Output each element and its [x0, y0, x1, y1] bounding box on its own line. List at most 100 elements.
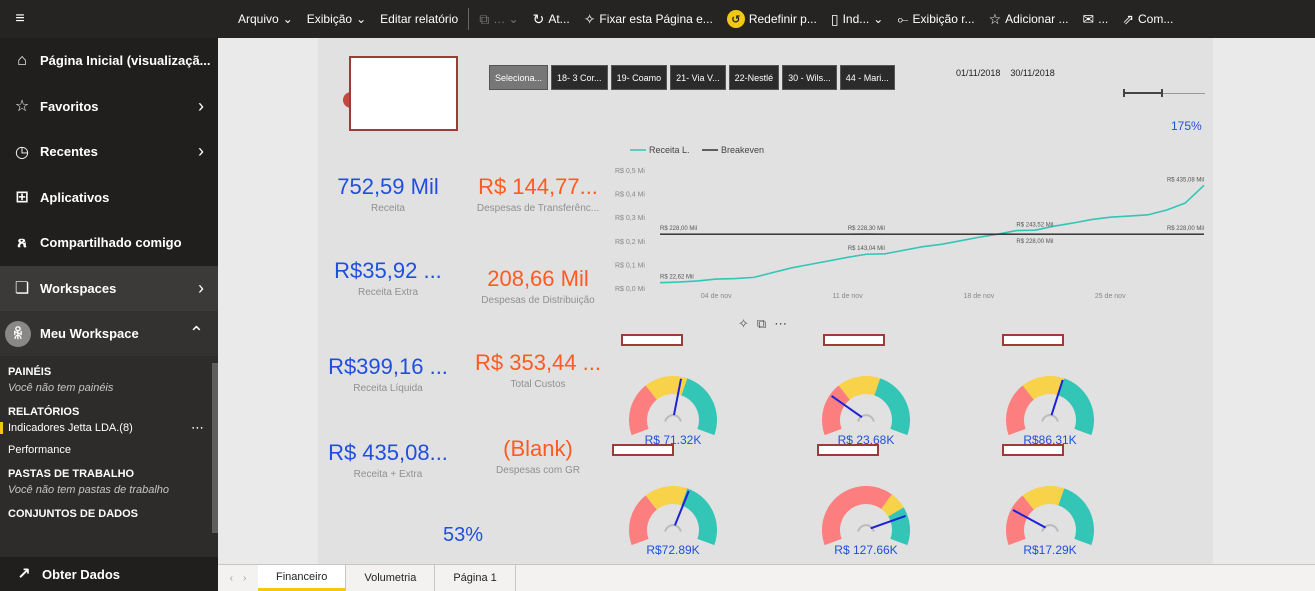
edit-report-label: Editar relatório: [380, 12, 459, 26]
pin-page-button[interactable]: ✧ Fixar esta Página e...: [577, 11, 720, 28]
sidebar-item-favorites[interactable]: ☆ Favoritos ›: [0, 84, 218, 130]
sidebar-item-apps[interactable]: ⊞ Aplicativos: [0, 175, 218, 221]
kpi-value: (Blank): [503, 436, 573, 461]
y-tick-label: R$ 0,5 Mi: [615, 168, 645, 175]
sidebar-item-home[interactable]: ⌂ Página Inicial (visualizaçã...: [0, 38, 218, 84]
date-slider-track[interactable]: [1123, 93, 1205, 94]
kpi-total-custos: R$ 353,44 ... Total Custos: [468, 350, 608, 390]
kpi-label: Total Custos: [510, 379, 566, 390]
y-tick-label: R$ 0,1 Mi: [615, 262, 645, 269]
chevron-right-icon: ›: [198, 277, 204, 298]
gauge-segment: [822, 385, 850, 436]
data-label: R$ 228,00 Mil: [1167, 226, 1204, 232]
subscribe-button[interactable]: ✉...: [1076, 11, 1116, 28]
refresh-label: At...: [548, 12, 570, 26]
more-options-icon[interactable]: ⋯: [191, 420, 204, 435]
redacted-title: [621, 334, 683, 346]
y-tick-label: R$ 0,0 Mi: [615, 286, 645, 293]
copy-button[interactable]: ⧉… ⌄: [472, 11, 525, 28]
menu-arquivo[interactable]: Arquivo ⌄: [231, 12, 300, 26]
gauge-segment: [1006, 495, 1034, 546]
chevron-right-icon: ›: [198, 95, 204, 116]
sidebar-item-label: Workspaces: [40, 280, 117, 296]
gauge-5: R$ 127.66K: [822, 486, 910, 557]
client-slicer: Seleciona... 18- 3 Cor... 19- Coamo 21- …: [489, 65, 895, 90]
legend-label: Breakeven: [721, 145, 764, 155]
focus-mode-icon[interactable]: ⧉: [756, 316, 767, 331]
gauge-needle: [870, 514, 906, 530]
gauge-value: R$72.89K: [646, 543, 699, 557]
sidebar-item-my-workspace[interactable]: ꆜ Meu Workspace ⌃: [0, 311, 218, 357]
gauge-segment: [881, 494, 904, 517]
gauge-segment: [874, 378, 910, 436]
reset-icon: ↺: [726, 10, 745, 28]
report-item-indicadores[interactable]: Indicadores Jetta LDA.(8) ⋯: [0, 420, 218, 435]
gauge-2: R$ 23.68K: [822, 376, 910, 447]
tab-volumetria[interactable]: Volumetria: [346, 565, 436, 591]
tab-pagina-1[interactable]: Página 1: [435, 565, 516, 591]
redacted-logo: [349, 56, 458, 131]
data-label: R$ 228,30 Mil: [848, 226, 885, 232]
slicer-chip[interactable]: 22-Nestlé: [728, 65, 780, 90]
chevron-right-icon: ›: [198, 141, 204, 162]
kpi-receita-extra: R$35,92 ... Receita Extra: [318, 258, 458, 298]
slicer-chip[interactable]: 21- Via V...: [670, 65, 726, 90]
slicer-chip[interactable]: 44 - Mari...: [839, 65, 895, 90]
pin-icon[interactable]: ✧: [738, 316, 749, 331]
reset-button[interactable]: ↺ Redefinir p...: [720, 10, 824, 28]
report-item-performance[interactable]: Performance: [8, 444, 71, 456]
slicer-chip[interactable]: 19- Coamo: [610, 65, 668, 90]
kpi-receita-liquida: R$399,16 ... Receita Líquida: [318, 354, 458, 394]
percentage-175: 175%: [1171, 119, 1202, 133]
favorite-button[interactable]: ☆ Adicionar ...: [982, 11, 1076, 28]
kpi-value: R$35,92 ...: [334, 258, 442, 283]
pastas-empty: Você não tem pastas de trabalho: [8, 484, 170, 496]
share-people-icon: ጸ: [17, 233, 27, 251]
chevron-down-icon: ⌄: [282, 12, 293, 26]
sidebar-scrollbar[interactable]: [212, 363, 218, 533]
menu-exibicao[interactable]: Exibição ⌄: [300, 12, 373, 26]
hamburger-icon[interactable]: ≡: [15, 10, 25, 27]
lineage-view-button[interactable]: ⟜ Exibição r...: [890, 11, 981, 28]
pin-page-label: Fixar esta Página e...: [599, 12, 713, 26]
subscribe-label: ...: [1098, 12, 1109, 26]
section-conjuntos: CONJUNTOS DE DADOS: [8, 508, 138, 520]
sidebar-item-recent[interactable]: ◷ Recentes ›: [0, 129, 218, 175]
slicer-chip[interactable]: 18- 3 Cor...: [551, 65, 608, 90]
star-icon: ☆: [14, 98, 30, 116]
more-options-icon[interactable]: ⋯: [774, 316, 788, 331]
arrow-icon: ↗: [17, 566, 31, 583]
kpi-value: R$ 353,44 ...: [475, 350, 601, 375]
date-slider-handles[interactable]: [1123, 89, 1163, 97]
clock-icon: ◷: [15, 143, 29, 161]
lineage-icon: ⟜: [897, 10, 909, 27]
sidebar-item-shared[interactable]: ጸ Compartilhado comigo: [0, 220, 218, 266]
gauge-needle: [831, 395, 863, 418]
data-label: R$ 243,52 Mil: [1016, 223, 1053, 229]
kpi-value: 53%: [442, 524, 484, 546]
logo-fragment: [343, 92, 351, 108]
slicer-chip[interactable]: 30 - Wils...: [782, 65, 837, 90]
x-tick-label: 25 de nov: [1095, 293, 1126, 300]
share-button[interactable]: ⇗ Com...: [1115, 11, 1180, 28]
gauge-hub: [857, 414, 875, 422]
chevron-left-icon[interactable]: ‹: [229, 572, 233, 584]
bookmark-button[interactable]: ▯ Ind... ⌄: [824, 11, 890, 28]
redacted-title: [817, 444, 879, 456]
kpi-label: Receita Extra: [357, 287, 419, 298]
gauge-segment: [838, 376, 881, 400]
chevron-right-icon[interactable]: ›: [243, 572, 247, 584]
get-data-button[interactable]: ↗ Obter Dados: [0, 557, 218, 591]
sidebar-item-workspaces[interactable]: ❏ Workspaces ›: [0, 265, 218, 311]
edit-report-button[interactable]: Editar relatório: [373, 12, 465, 26]
slicer-chip[interactable]: Seleciona...: [489, 65, 549, 90]
line-chart: Receita L. Breakeven R$ 0,5 Mi R$ 0,4 Mi R$ …: [615, 145, 1205, 300]
tab-financeiro[interactable]: Financeiro: [258, 565, 347, 591]
x-tick-label: 11 de nov: [832, 293, 863, 300]
apps-icon: ⊞: [15, 189, 29, 207]
ellipsis-icon: … ⌄: [493, 12, 519, 26]
refresh-button[interactable]: ↻ At...: [526, 11, 577, 28]
sidebar-item-label: Compartilhado comigo: [40, 235, 182, 251]
gauge-segment: [629, 495, 657, 546]
y-tick-label: R$ 0,2 Mi: [615, 239, 645, 246]
